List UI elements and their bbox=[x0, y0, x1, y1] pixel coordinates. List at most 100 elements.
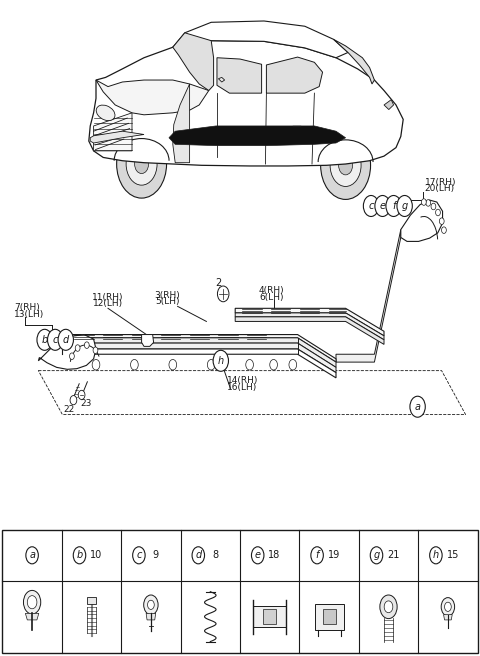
Circle shape bbox=[147, 600, 154, 609]
Polygon shape bbox=[235, 313, 384, 340]
Circle shape bbox=[27, 596, 37, 609]
Circle shape bbox=[246, 359, 253, 370]
Circle shape bbox=[386, 195, 401, 216]
Polygon shape bbox=[62, 343, 336, 373]
Polygon shape bbox=[62, 335, 336, 362]
Circle shape bbox=[126, 143, 157, 185]
Text: 9: 9 bbox=[153, 550, 159, 560]
Circle shape bbox=[370, 547, 383, 564]
Polygon shape bbox=[323, 609, 336, 624]
Text: 21: 21 bbox=[387, 550, 399, 560]
Circle shape bbox=[92, 359, 100, 370]
Circle shape bbox=[58, 329, 73, 350]
Circle shape bbox=[134, 154, 149, 174]
Polygon shape bbox=[169, 126, 346, 146]
Circle shape bbox=[441, 598, 455, 616]
Text: 10: 10 bbox=[90, 550, 102, 560]
Circle shape bbox=[192, 547, 204, 564]
Circle shape bbox=[144, 595, 158, 615]
Circle shape bbox=[24, 590, 41, 614]
Circle shape bbox=[75, 345, 80, 352]
Polygon shape bbox=[142, 335, 154, 346]
Polygon shape bbox=[235, 317, 384, 344]
Polygon shape bbox=[444, 615, 452, 620]
Text: 6(LH): 6(LH) bbox=[259, 293, 284, 302]
Text: 23: 23 bbox=[81, 399, 92, 408]
Text: g: g bbox=[401, 201, 408, 211]
Text: 17(RH): 17(RH) bbox=[425, 178, 456, 187]
Text: f: f bbox=[315, 550, 319, 560]
Circle shape bbox=[363, 195, 379, 216]
Text: h: h bbox=[218, 356, 224, 366]
Polygon shape bbox=[315, 604, 344, 630]
Circle shape bbox=[26, 547, 38, 564]
Circle shape bbox=[426, 199, 431, 206]
Circle shape bbox=[410, 396, 425, 417]
Text: 13(LH): 13(LH) bbox=[14, 310, 45, 319]
Circle shape bbox=[431, 203, 436, 210]
Text: 7(RH): 7(RH) bbox=[14, 302, 40, 312]
Text: d: d bbox=[62, 335, 69, 345]
Text: 14(RH): 14(RH) bbox=[227, 376, 258, 385]
Circle shape bbox=[444, 602, 451, 611]
Text: 19: 19 bbox=[328, 550, 340, 560]
Polygon shape bbox=[401, 200, 443, 241]
Text: 18: 18 bbox=[268, 550, 281, 560]
Polygon shape bbox=[90, 131, 144, 143]
Polygon shape bbox=[38, 335, 96, 369]
Text: 12(LH): 12(LH) bbox=[93, 299, 123, 308]
Text: g: g bbox=[373, 550, 380, 560]
Circle shape bbox=[421, 199, 426, 205]
Polygon shape bbox=[263, 609, 276, 624]
Polygon shape bbox=[96, 80, 209, 115]
Polygon shape bbox=[62, 338, 336, 367]
Polygon shape bbox=[89, 41, 403, 166]
Text: d: d bbox=[195, 550, 202, 560]
Polygon shape bbox=[94, 113, 132, 151]
Polygon shape bbox=[173, 21, 348, 58]
Text: 8: 8 bbox=[212, 550, 218, 560]
Polygon shape bbox=[334, 39, 374, 84]
Circle shape bbox=[37, 329, 52, 350]
Circle shape bbox=[131, 359, 138, 370]
Circle shape bbox=[289, 359, 297, 370]
Polygon shape bbox=[173, 84, 190, 163]
Text: c: c bbox=[136, 550, 142, 560]
Text: 4(RH): 4(RH) bbox=[258, 286, 284, 295]
Circle shape bbox=[169, 359, 177, 370]
Circle shape bbox=[213, 350, 228, 371]
Circle shape bbox=[435, 209, 440, 216]
Polygon shape bbox=[384, 100, 394, 110]
Text: 3(RH): 3(RH) bbox=[154, 291, 180, 300]
Bar bbox=[2, 530, 478, 653]
Text: b: b bbox=[41, 335, 48, 345]
Polygon shape bbox=[217, 58, 262, 93]
Polygon shape bbox=[173, 33, 214, 91]
Text: a: a bbox=[415, 401, 420, 412]
Circle shape bbox=[270, 359, 277, 370]
Text: b: b bbox=[76, 550, 83, 560]
Circle shape bbox=[93, 347, 98, 354]
Circle shape bbox=[217, 286, 229, 302]
Polygon shape bbox=[87, 597, 96, 604]
Text: a: a bbox=[29, 550, 35, 560]
Text: 22: 22 bbox=[63, 405, 74, 415]
Text: c: c bbox=[52, 335, 58, 345]
Polygon shape bbox=[266, 57, 323, 93]
Circle shape bbox=[48, 329, 63, 350]
Circle shape bbox=[117, 130, 167, 198]
Circle shape bbox=[439, 218, 444, 224]
Polygon shape bbox=[25, 613, 39, 620]
Polygon shape bbox=[253, 606, 286, 627]
Circle shape bbox=[375, 195, 390, 216]
Circle shape bbox=[78, 390, 85, 400]
Text: 11(RH): 11(RH) bbox=[92, 293, 124, 302]
Circle shape bbox=[338, 155, 353, 175]
Circle shape bbox=[207, 359, 215, 370]
Circle shape bbox=[70, 396, 77, 405]
Polygon shape bbox=[336, 230, 401, 362]
Polygon shape bbox=[62, 349, 336, 378]
Text: 15: 15 bbox=[446, 550, 459, 560]
Circle shape bbox=[70, 353, 74, 359]
Text: e: e bbox=[380, 201, 385, 211]
